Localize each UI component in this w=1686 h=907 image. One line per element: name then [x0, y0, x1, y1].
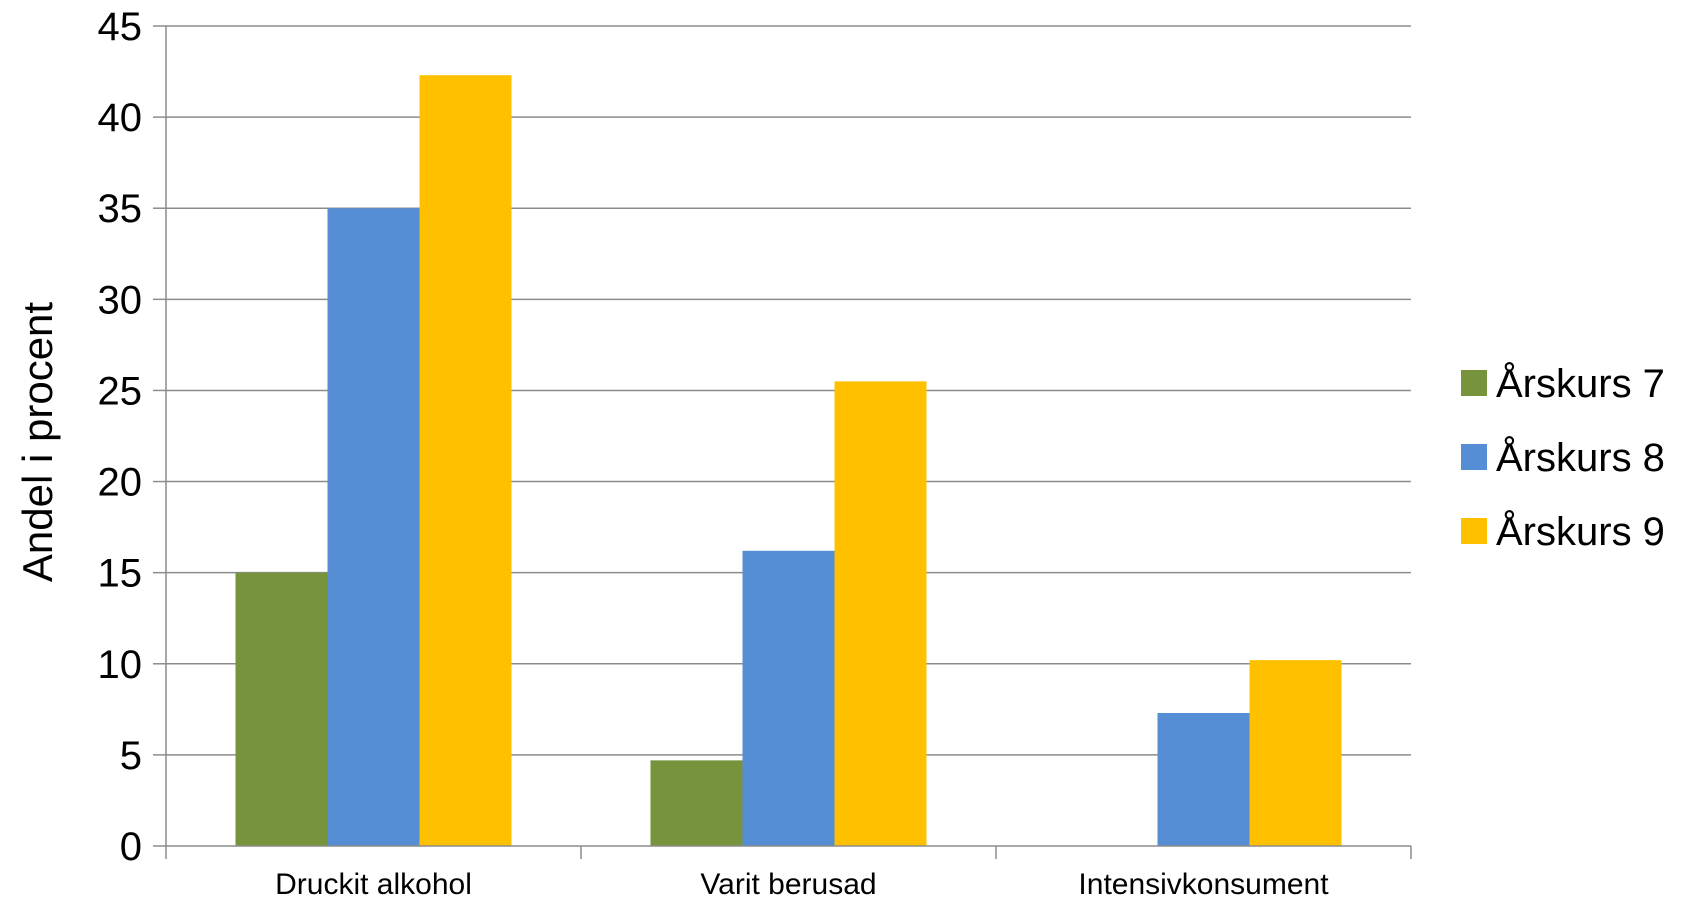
bar: [834, 381, 927, 846]
y-tick-label: 10: [98, 643, 143, 687]
legend-label: Årskurs 7: [1496, 361, 1665, 406]
y-tick-label: 35: [98, 187, 143, 231]
legend-label: Årskurs 9: [1496, 509, 1665, 554]
y-tick-label: 20: [98, 461, 143, 505]
x-axis: [165, 845, 1412, 859]
y-tick-label: 40: [98, 96, 143, 140]
x-tick-label: Intensivkonsument: [1078, 868, 1329, 901]
bar: [235, 572, 328, 846]
x-tick-label: Druckit alkohol: [275, 868, 472, 901]
legend-swatch: [1461, 444, 1487, 470]
x-tick-label: Varit berusad: [700, 868, 876, 901]
bar: [742, 550, 835, 846]
y-tick-label: 15: [98, 552, 143, 596]
legend-swatch: [1461, 518, 1487, 544]
y-tick-label: 5: [120, 734, 142, 778]
bar: [1157, 712, 1250, 846]
y-tick-label: 25: [98, 369, 143, 413]
y-tick-label: 45: [98, 5, 143, 49]
bar: [650, 760, 743, 846]
bar: [419, 75, 512, 846]
bar: [1249, 660, 1342, 846]
legend-label: Årskurs 8: [1496, 435, 1665, 480]
x-axis-labels: Druckit alkohol Varit berusad Intensivkons…: [275, 868, 1329, 901]
bar: [327, 208, 420, 846]
y-axis-ticks: 0 5 10 15 20 25 30 35 40 45: [98, 5, 167, 869]
y-tick-label: 0: [120, 825, 142, 869]
y-tick-label: 30: [98, 278, 143, 322]
legend: Årskurs 7 Årskurs 8 Årskurs 9: [1461, 361, 1665, 554]
y-axis-title: Andel i procent: [14, 302, 61, 583]
bars: [235, 75, 1342, 846]
legend-swatch: [1461, 370, 1487, 396]
